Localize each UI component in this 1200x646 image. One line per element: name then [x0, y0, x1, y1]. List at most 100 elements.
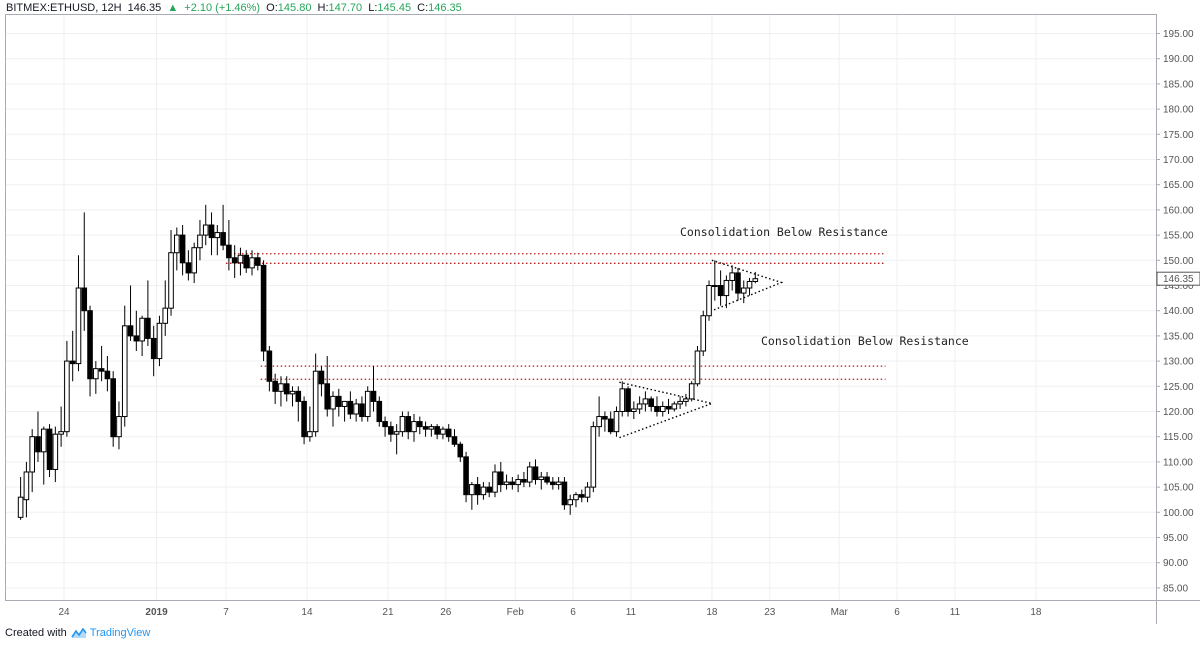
price-tick-label: 180.00 — [1163, 105, 1194, 116]
candle-body — [393, 431, 400, 435]
candle-body — [52, 433, 59, 470]
candle-body — [318, 370, 325, 385]
candle-body — [607, 418, 614, 433]
candle-body — [376, 400, 383, 423]
candle-body — [613, 411, 620, 433]
candle-body — [69, 360, 76, 365]
candle-body — [249, 257, 255, 269]
price-tick-label: 145.00 — [1163, 281, 1194, 292]
price-tick-label: 150.00 — [1163, 256, 1194, 267]
candle-body — [197, 234, 203, 249]
price-tick-label: 85.00 — [1163, 583, 1188, 594]
candle-body — [139, 317, 145, 342]
candle-body — [278, 383, 284, 392]
time-tick-label: 23 — [764, 607, 776, 618]
price-tick-label: 170.00 — [1163, 155, 1194, 166]
candle-body — [497, 471, 504, 486]
open-value: 145.80 — [277, 2, 312, 14]
candle-body — [729, 272, 735, 281]
annotation-upper: Consolidation Below Resistance — [680, 225, 888, 239]
price-tick-label: 140.00 — [1163, 306, 1194, 317]
candle-body — [231, 257, 238, 264]
candle-body — [671, 403, 678, 410]
price-tick-label: 95.00 — [1163, 533, 1188, 544]
price-tick-label: 165.00 — [1163, 180, 1194, 191]
created-with-text: Created with — [5, 627, 67, 639]
candle-body — [64, 360, 70, 433]
candle-body — [434, 426, 440, 435]
candle-body — [202, 224, 209, 236]
candle-body — [150, 337, 157, 360]
candle-body — [185, 262, 192, 274]
candle-body — [370, 390, 377, 402]
candle-body — [116, 416, 122, 438]
price-tick-label: 195.00 — [1163, 29, 1194, 40]
candle-body — [550, 481, 556, 486]
price-tick-label: 185.00 — [1163, 79, 1194, 90]
tradingview-logo-icon — [71, 627, 87, 638]
candle-body — [538, 476, 545, 481]
time-tick-label: Mar — [831, 607, 849, 618]
candle-body — [631, 408, 637, 413]
candle-body — [364, 390, 371, 418]
candle-body — [677, 400, 683, 405]
candle-body — [399, 416, 406, 433]
candle-body — [324, 383, 331, 410]
candle-body — [23, 471, 30, 501]
candle-body — [104, 370, 111, 380]
candle-body — [521, 479, 527, 483]
candle-body — [289, 390, 296, 395]
candle-body — [555, 481, 562, 486]
price-tick-label: 105.00 — [1163, 483, 1194, 494]
candle-body — [752, 278, 759, 282]
candle-body — [544, 476, 550, 483]
time-tick-label: 2019 — [145, 607, 168, 618]
time-tick-label: 24 — [58, 607, 70, 618]
annotations: Consolidation Below Resistance Consolida… — [680, 225, 969, 348]
candle-body — [110, 378, 116, 438]
candle-body — [17, 496, 24, 518]
candle-body — [457, 443, 464, 458]
triangle-patterns — [619, 259, 784, 439]
candle-body — [469, 484, 475, 496]
price-tick-label: 90.00 — [1163, 558, 1188, 569]
time-tick-label: 14 — [301, 607, 313, 618]
candle-body — [312, 370, 319, 433]
low-label: L: — [368, 2, 378, 14]
candle-body — [93, 368, 99, 380]
candle-body — [359, 403, 365, 418]
tradingview-link[interactable]: TradingView — [89, 627, 151, 639]
candle-body — [596, 416, 602, 428]
candle-body — [266, 350, 273, 382]
candle-body — [584, 486, 591, 498]
candle-body — [260, 264, 267, 352]
candle-body — [492, 471, 498, 493]
candle-body — [208, 224, 215, 239]
price-tick-label: 125.00 — [1163, 382, 1194, 393]
price-tick-label: 120.00 — [1163, 407, 1194, 418]
candle-body — [133, 335, 140, 342]
candle-body — [659, 405, 666, 412]
candle-body — [29, 436, 35, 473]
candle-body — [526, 466, 533, 483]
candle-body — [665, 405, 672, 410]
candle-body — [347, 400, 354, 415]
candle-body — [422, 426, 429, 430]
candle-body — [156, 322, 163, 360]
price-axis-ticks: 195.00 190.00 185.00 180.00 175.00 170.00 165.… — [1156, 29, 1194, 594]
candle-body — [179, 234, 186, 264]
time-tick-label: 11 — [950, 607, 961, 618]
candle-body — [127, 325, 134, 337]
candle-body — [642, 398, 649, 405]
time-tick-label: 6 — [570, 607, 576, 618]
price-tick-label: 190.00 — [1163, 54, 1194, 65]
candle-body — [98, 368, 105, 372]
triangle-pattern — [619, 381, 715, 439]
candle-body — [58, 431, 64, 435]
candle-body — [46, 428, 53, 470]
close-value: 146.35 — [428, 2, 462, 14]
candle-body — [168, 252, 174, 309]
candle-body — [174, 234, 180, 254]
price-tick-label: 135.00 — [1163, 331, 1194, 342]
